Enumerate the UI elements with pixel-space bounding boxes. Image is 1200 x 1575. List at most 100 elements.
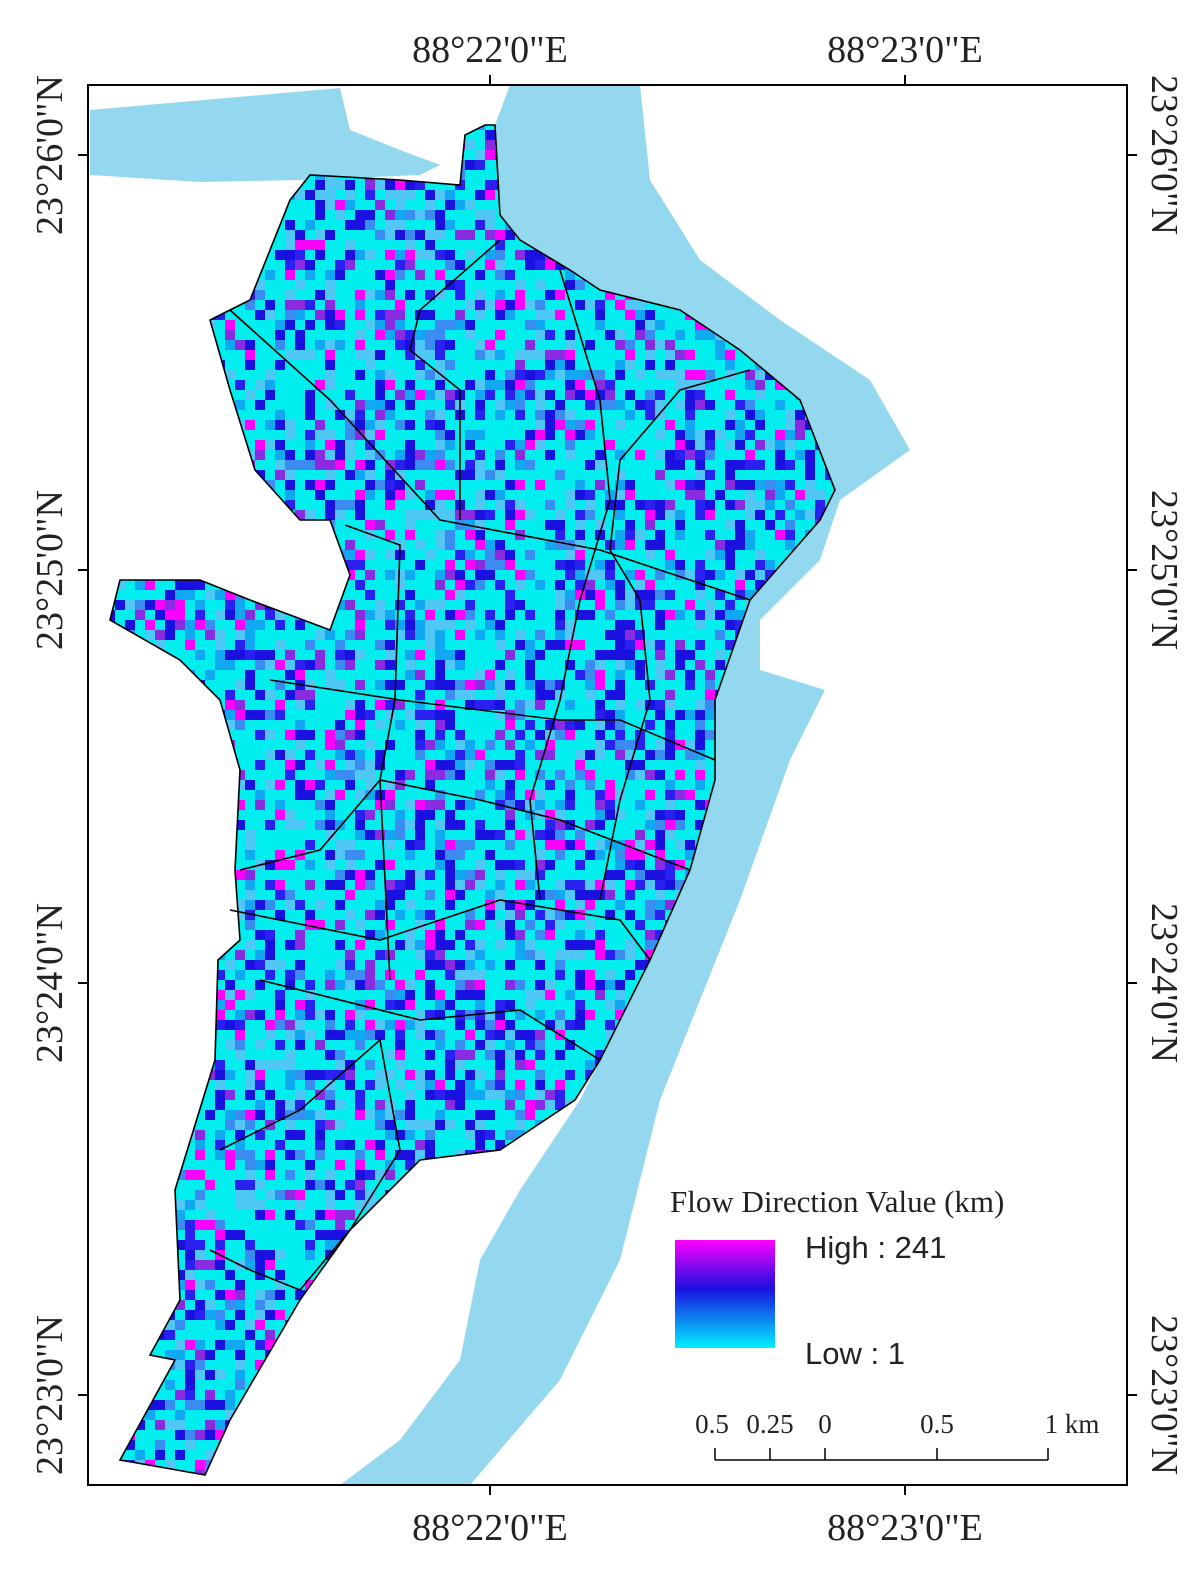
- raster-cell: [765, 130, 775, 140]
- raster-cell: [295, 1310, 305, 1320]
- raster-cell: [375, 1150, 385, 1160]
- raster-cell: [715, 340, 725, 350]
- raster-cell: [345, 450, 355, 460]
- raster-cell: [285, 750, 295, 760]
- raster-cell: [465, 1030, 475, 1040]
- raster-cell: [225, 1410, 235, 1420]
- raster-cell: [175, 1390, 185, 1400]
- raster-cell: [765, 1150, 775, 1160]
- raster-cell: [245, 1160, 255, 1170]
- raster-cell: [155, 1150, 165, 1160]
- raster-cell: [725, 360, 735, 370]
- raster-cell: [245, 1240, 255, 1250]
- raster-cell: [195, 200, 205, 210]
- raster-cell: [255, 240, 265, 250]
- raster-cell: [135, 1310, 145, 1320]
- raster-cell: [485, 150, 495, 160]
- raster-cell: [110, 390, 115, 400]
- raster-cell: [455, 1050, 465, 1060]
- raster-cell: [455, 1200, 465, 1210]
- raster-cell: [225, 780, 235, 790]
- raster-cell: [295, 930, 305, 940]
- raster-cell: [635, 1360, 645, 1370]
- raster-cell: [585, 510, 595, 520]
- raster-cell: [205, 900, 215, 910]
- raster-cell: [605, 330, 615, 340]
- raster-cell: [115, 1320, 125, 1330]
- raster-cell: [665, 560, 675, 570]
- raster-cell: [775, 380, 785, 390]
- raster-cell: [645, 310, 655, 320]
- raster-cell: [295, 1190, 305, 1200]
- raster-cell: [725, 470, 735, 480]
- raster-cell: [555, 610, 565, 620]
- raster-cell: [335, 1050, 345, 1060]
- raster-cell: [775, 1100, 785, 1110]
- raster-cell: [245, 1110, 255, 1120]
- raster-cell: [245, 1190, 255, 1200]
- raster-cell: [255, 950, 265, 960]
- raster-cell: [375, 1310, 385, 1320]
- raster-cell: [355, 710, 365, 720]
- raster-cell: [505, 590, 515, 600]
- raster-cell: [755, 990, 765, 1000]
- raster-cell: [795, 1270, 805, 1280]
- raster-cell: [435, 1350, 445, 1360]
- raster-cell: [345, 560, 355, 570]
- raster-cell: [495, 540, 505, 550]
- raster-cell: [705, 550, 715, 560]
- raster-cell: [805, 125, 815, 130]
- raster-cell: [385, 230, 395, 240]
- raster-cell: [765, 1350, 775, 1360]
- raster-cell: [145, 650, 155, 660]
- raster-cell: [765, 860, 775, 870]
- raster-cell: [235, 380, 245, 390]
- raster-cell: [375, 950, 385, 960]
- raster-cell: [365, 1280, 375, 1290]
- raster-cell: [265, 560, 275, 570]
- raster-cell: [225, 860, 235, 870]
- raster-cell: [425, 460, 435, 470]
- raster-cell: [475, 540, 485, 550]
- raster-cell: [505, 960, 515, 970]
- raster-cell: [125, 460, 135, 470]
- raster-cell: [255, 490, 265, 500]
- raster-cell: [265, 780, 275, 790]
- raster-cell: [405, 380, 415, 390]
- raster-cell: [110, 970, 115, 980]
- raster-cell: [365, 590, 375, 600]
- raster-cell: [685, 1060, 695, 1070]
- raster-cell: [635, 1240, 645, 1250]
- raster-cell: [405, 820, 415, 830]
- raster-cell: [245, 1090, 255, 1100]
- raster-cell: [505, 710, 515, 720]
- raster-cell: [685, 570, 695, 580]
- raster-cell: [635, 740, 645, 750]
- raster-cell: [695, 740, 705, 750]
- raster-cell: [435, 430, 445, 440]
- raster-cell: [135, 1110, 145, 1120]
- raster-cell: [145, 1010, 155, 1020]
- raster-cell: [495, 660, 505, 670]
- raster-cell: [325, 290, 335, 300]
- raster-cell: [415, 1080, 425, 1090]
- raster-cell: [465, 1180, 475, 1190]
- raster-cell: [295, 1290, 305, 1300]
- raster-cell: [175, 710, 185, 720]
- raster-cell: [635, 860, 645, 870]
- raster-cell: [335, 320, 345, 330]
- raster-cell: [525, 380, 535, 390]
- raster-cell: [255, 1200, 265, 1210]
- raster-cell: [475, 990, 485, 1000]
- raster-cell: [405, 1390, 415, 1400]
- raster-cell: [345, 1410, 355, 1420]
- raster-cell: [585, 1450, 595, 1460]
- raster-cell: [155, 1420, 165, 1430]
- raster-cell: [825, 600, 835, 610]
- raster-cell: [265, 970, 275, 980]
- raster-cell: [175, 610, 185, 620]
- raster-cell: [365, 1200, 375, 1210]
- raster-cell: [695, 720, 705, 730]
- raster-cell: [325, 230, 335, 240]
- raster-cell: [315, 240, 325, 250]
